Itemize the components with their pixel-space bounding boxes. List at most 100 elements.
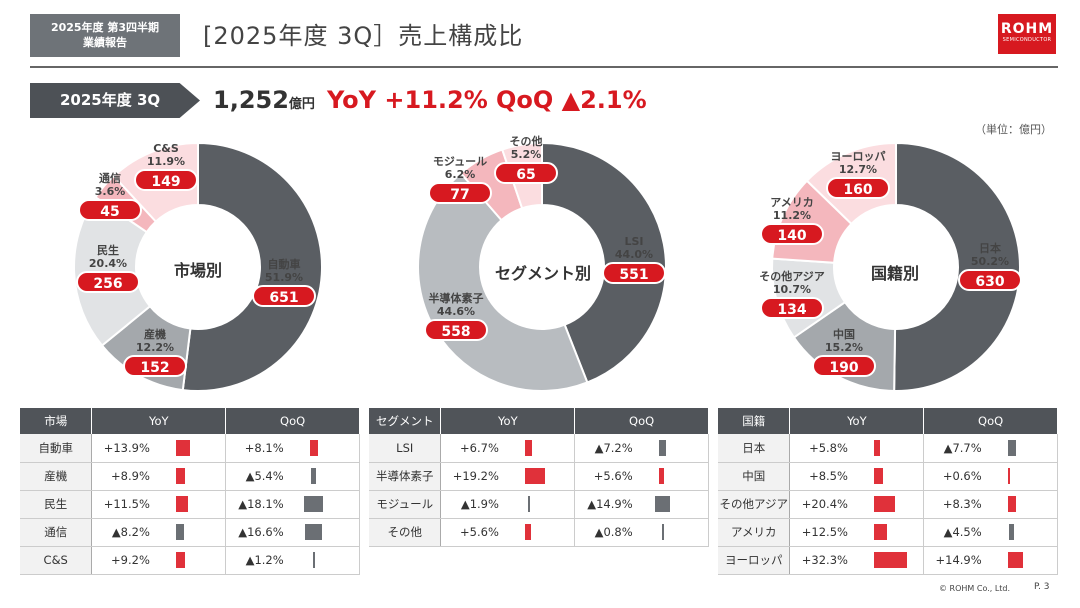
label-lsi: LSI 44.0% 551 (596, 235, 672, 284)
label-module: モジュール 6.2% 77 (422, 155, 498, 204)
table-region: 国籍 YoY QoQ 日本 +5.8% ▲7.7% 中国 +8.5% +0.6% その他アジア +2… (718, 408, 1058, 575)
table-market: 市場 YoY QoQ 自動車 +13.9% +8.1% 産機 +8.9% ▲5.4% 民生 +11.… (20, 408, 360, 575)
total-yoy: YoY +11.2% (327, 86, 488, 114)
table-row: 民生 +11.5% ▲18.1% (20, 490, 360, 519)
row-qoq: ▲4.5% (923, 518, 986, 547)
header-yoy: YoY (91, 408, 227, 434)
label-discrete: 半導体素子 44.6% 558 (418, 292, 494, 341)
report-tag-line1: 2025年度 第3四半期 (50, 21, 160, 34)
header-qoq: QoQ (574, 408, 709, 434)
chart-title-segment: セグメント別 (494, 264, 591, 283)
bar-qoq (1007, 496, 1017, 512)
table-row: アメリカ +12.5% ▲4.5% (718, 518, 1058, 547)
header-name: セグメント (369, 408, 442, 434)
table-row: 通信 ▲8.2% ▲16.6% (20, 518, 360, 547)
row-name: 民生 (20, 490, 93, 519)
bar-yoy (873, 496, 895, 512)
bar-qoq (661, 524, 664, 540)
bar-qoq (658, 468, 665, 484)
row-name: その他アジア (718, 490, 791, 519)
rohm-logo: ROHM SEMICONDUCTOR (998, 14, 1056, 54)
row-name: 産機 (20, 462, 93, 491)
total-sales: 1,252億円 (213, 86, 315, 114)
report-tag: 2025年度 第3四半期 業績報告 (30, 14, 180, 57)
row-yoy: +20.4% (789, 490, 852, 519)
table-row: LSI +6.7% ▲7.2% (369, 434, 709, 463)
row-yoy: +19.2% (440, 462, 503, 491)
table-row: 自動車 +13.9% +8.1% (20, 434, 360, 463)
row-name: 通信 (20, 518, 93, 547)
bar-qoq (658, 439, 667, 456)
row-qoq: +8.1% (225, 434, 288, 463)
total-qoq: QoQ ▲2.1% (496, 86, 647, 114)
bar-qoq (1007, 468, 1010, 484)
row-qoq: +8.3% (923, 490, 986, 519)
header-yoy: YoY (789, 408, 925, 434)
label-communication: 通信 3.6% 45 (72, 172, 148, 221)
bar-yoy (175, 496, 188, 512)
header-name: 市場 (20, 408, 93, 434)
row-name: 半導体素子 (369, 462, 442, 491)
bar-yoy (873, 524, 887, 540)
label-europe: ヨーロッパ 12.7% 160 (820, 150, 896, 199)
bar-qoq (1007, 439, 1016, 456)
row-yoy: +11.5% (91, 490, 154, 519)
label-cs: C&S 11.9% 149 (128, 142, 204, 191)
bar-yoy (175, 468, 186, 484)
row-name: 中国 (718, 462, 791, 491)
label-other-asia: その他アジア 10.7% 134 (759, 270, 825, 319)
row-qoq: ▲7.7% (923, 434, 986, 463)
table-row: 日本 +5.8% ▲7.7% (718, 434, 1058, 463)
row-yoy: +13.9% (91, 434, 154, 463)
table-row: C&S +9.2% ▲1.2% (20, 546, 360, 575)
bar-qoq (309, 439, 318, 456)
label-consumer: 民生 20.4% 256 (70, 244, 146, 293)
row-name: LSI (369, 434, 442, 463)
row-yoy: ▲1.9% (440, 490, 503, 519)
row-qoq: ▲5.4% (225, 462, 288, 491)
bar-qoq (654, 496, 671, 512)
table-row: 半導体素子 +19.2% +5.6% (369, 462, 709, 491)
row-qoq: ▲7.2% (574, 434, 637, 463)
slice-2-0 (893, 141, 1021, 392)
label-automotive: 自動車 51.9% 651 (246, 258, 322, 307)
row-qoq: ▲16.6% (225, 518, 288, 547)
chart-title-market: 市場別 (173, 261, 222, 280)
bar-yoy (175, 552, 186, 568)
row-qoq: ▲1.2% (225, 546, 288, 575)
table-row: ヨーロッパ +32.3% +14.9% (718, 546, 1058, 575)
bar-qoq (305, 524, 323, 540)
bar-yoy (527, 496, 530, 512)
row-name: 自動車 (20, 434, 93, 463)
header-qoq: QoQ (225, 408, 360, 434)
header-qoq: QoQ (923, 408, 1058, 434)
row-name: モジュール (369, 490, 442, 519)
row-qoq: ▲18.1% (225, 490, 288, 519)
page-number: P. 3 (1034, 582, 1050, 592)
header-yoy: YoY (440, 408, 576, 434)
row-yoy: +6.7% (440, 434, 503, 463)
bar-yoy (873, 552, 908, 568)
row-yoy: ▲8.2% (91, 518, 154, 547)
row-name: 日本 (718, 434, 791, 463)
bar-qoq (312, 552, 315, 568)
unit-note: （単位：億円） (975, 123, 1052, 136)
bar-yoy (175, 439, 191, 456)
page-title: [2025年度 3Q］売上構成比 (203, 22, 524, 50)
label-china: 中国 15.2% 190 (806, 328, 882, 377)
bar-yoy (873, 439, 880, 456)
row-yoy: +8.9% (91, 462, 154, 491)
table-segment: セグメント YoY QoQ LSI +6.7% ▲7.2% 半導体素子 +19.2% +5.6%… (369, 408, 709, 547)
bar-yoy (175, 524, 185, 540)
row-yoy: +5.8% (789, 434, 852, 463)
row-qoq: ▲14.9% (574, 490, 637, 519)
bar-yoy (524, 439, 532, 456)
row-name: C&S (20, 546, 93, 575)
table-row: その他 +5.6% ▲0.8% (369, 518, 709, 547)
bar-qoq (310, 468, 317, 484)
table-row: 産機 +8.9% ▲5.4% (20, 462, 360, 491)
row-yoy: +5.6% (440, 518, 503, 547)
label-americas: アメリカ 11.2% 140 (754, 196, 830, 245)
header-name: 国籍 (718, 408, 791, 434)
bar-yoy (524, 468, 545, 484)
